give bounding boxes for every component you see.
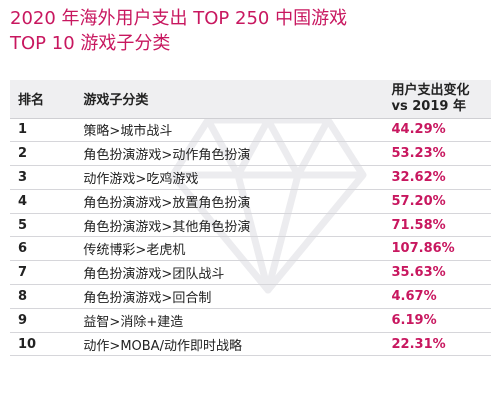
table-row: 5 角色扮演游戏>其他角色扮演 71.58% xyxy=(10,213,491,238)
rank-cell: 3 xyxy=(10,165,76,190)
rank-cell: 6 xyxy=(10,236,76,262)
table-row: 4 角色扮演游戏>放置角色扮演 57.20% xyxy=(10,189,491,214)
title-line-1: 2020 年海外用户支出 TOP 250 中国游戏 xyxy=(10,8,348,29)
category-cell: 角色扮演游戏>动作角色扮演 xyxy=(75,141,382,167)
change-cell: 4.67% xyxy=(381,284,491,309)
change-cell: 35.63% xyxy=(381,260,491,286)
category-cell: 角色扮演游戏>放置角色扮演 xyxy=(75,189,382,214)
category-cell: 角色扮演游戏>其他角色扮演 xyxy=(75,213,382,238)
header-category: 游戏子分类 xyxy=(75,80,382,119)
rank-cell: 8 xyxy=(10,284,76,309)
category-cell: 角色扮演游戏>团队战斗 xyxy=(75,260,382,286)
rank-cell: 4 xyxy=(10,189,76,214)
category-cell: 益智>消除+建造 xyxy=(75,308,382,333)
header-rank: 排名 xyxy=(10,80,76,119)
table-row: 8 角色扮演游戏>回合制 4.67% xyxy=(10,284,491,309)
table-body: 1 策略>城市战斗 44.29% 2 角色扮演游戏>动作角色扮演 53.23% 3 动作游戏>… xyxy=(10,118,491,357)
change-cell: 44.29% xyxy=(381,118,491,143)
header-change: 用户支出变化 vs 2019 年 xyxy=(381,80,491,119)
rank-cell: 5 xyxy=(10,213,76,238)
table-row: 1 策略>城市战斗 44.29% xyxy=(10,118,491,143)
table-header-row: 排名 游戏子分类 用户支出变化 vs 2019 年 xyxy=(10,80,491,119)
title-line-2: TOP 10 游戏子分类 xyxy=(10,33,171,54)
header-change-line-1: 用户支出变化 xyxy=(391,82,470,98)
category-cell: 动作游戏>吃鸡游戏 xyxy=(75,165,382,190)
rank-cell: 7 xyxy=(10,260,76,286)
category-cell: 策略>城市战斗 xyxy=(75,118,382,143)
change-cell: 57.20% xyxy=(381,189,491,214)
ranking-table: 排名 游戏子分类 用户支出变化 vs 2019 年 1 策略>城市战斗 44.29%… xyxy=(10,80,491,357)
header-change-line-2: vs 2019 年 xyxy=(391,98,466,114)
change-cell: 53.23% xyxy=(381,141,491,167)
table-row: 7 角色扮演游戏>团队战斗 35.63% xyxy=(10,260,491,286)
rank-cell: 9 xyxy=(10,308,76,333)
category-cell: 动作>MOBA/动作即时战略 xyxy=(75,332,382,357)
change-cell: 22.31% xyxy=(381,332,491,357)
change-cell: 71.58% xyxy=(381,213,491,238)
category-cell: 角色扮演游戏>回合制 xyxy=(75,284,382,309)
table-row: 3 动作游戏>吃鸡游戏 32.62% xyxy=(10,165,491,190)
table-row: 9 益智>消除+建造 6.19% xyxy=(10,308,491,333)
change-cell: 32.62% xyxy=(381,165,491,190)
table-row: 2 角色扮演游戏>动作角色扮演 53.23% xyxy=(10,141,491,167)
table-row: 6 传统博彩>老虎机 107.86% xyxy=(10,236,491,262)
rank-cell: 1 xyxy=(10,118,76,143)
table-row: 10 动作>MOBA/动作即时战略 22.31% xyxy=(10,332,491,357)
change-cell: 107.86% xyxy=(381,236,491,262)
category-cell: 传统博彩>老虎机 xyxy=(75,236,382,262)
rank-cell: 2 xyxy=(10,141,76,167)
page-title: 2020 年海外用户支出 TOP 250 中国游戏 TOP 10 游戏子分类 xyxy=(10,6,490,56)
change-cell: 6.19% xyxy=(381,308,491,333)
rank-cell: 10 xyxy=(10,332,76,357)
